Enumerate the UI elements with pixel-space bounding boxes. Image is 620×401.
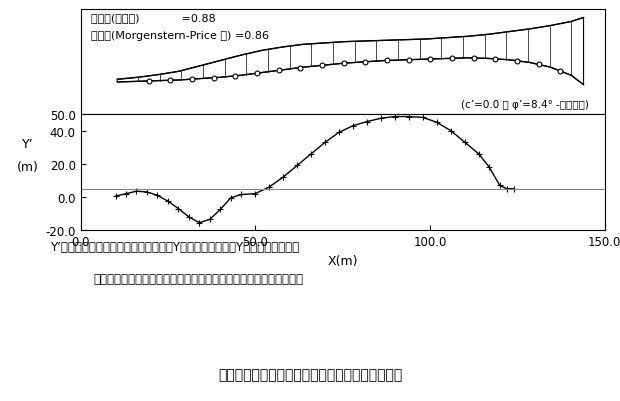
Text: Y’: Y’ bbox=[22, 137, 34, 150]
Text: 安全率(簡便法)            =0.88: 安全率(簡便法) =0.88 bbox=[91, 13, 216, 23]
Text: スライス間力の合力がすべり面の下側に作用する場合を負値とする: スライス間力の合力がすべり面の下側に作用する場合を負値とする bbox=[93, 273, 303, 286]
Text: 围４　従来法による非合理的な解（極限平衡法）: 围４ 従来法による非合理的な解（極限平衡法） bbox=[218, 367, 402, 381]
Polygon shape bbox=[117, 18, 583, 85]
Text: (c’=0.0 ， φ’=8.4° -残留強度): (c’=0.0 ， φ’=8.4° -残留強度) bbox=[461, 99, 589, 109]
Text: (m): (m) bbox=[17, 160, 39, 173]
X-axis label: X(m): X(m) bbox=[327, 254, 358, 267]
Text: 安全率(Morgenstern-Price 法) =0.86: 安全率(Morgenstern-Price 法) =0.86 bbox=[91, 31, 269, 41]
Text: Y’；スライス間力（合力）の作用するY座標とすべり面のY座標の差であり、: Y’；スライス間力（合力）の作用するY座標とすべり面のY座標の差であり、 bbox=[50, 241, 299, 253]
